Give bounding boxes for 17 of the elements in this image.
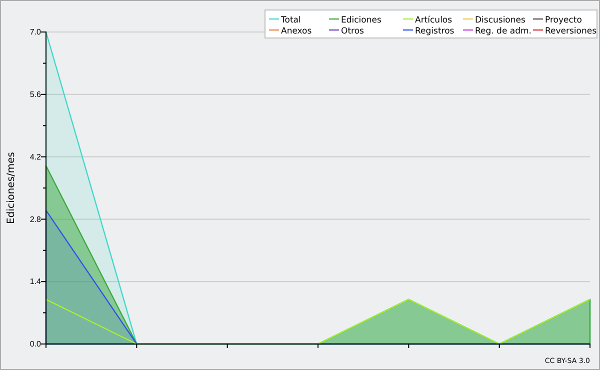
legend-label: Artículos — [415, 16, 453, 26]
legend-label: Reversiones — [545, 26, 598, 36]
y-tick-label: 7.0 — [30, 28, 42, 37]
y-tick-label: 1.4 — [30, 277, 42, 286]
y-tick-label: 2.8 — [30, 214, 42, 224]
legend-label: Proyecto — [545, 16, 582, 26]
y-tick-label: 0.0 — [30, 340, 42, 349]
legend-label: Otros — [341, 26, 365, 36]
legend-label: Discusiones — [475, 16, 526, 26]
y-tick-label: 5.6 — [30, 90, 42, 99]
legend-label: Registros — [415, 26, 455, 36]
legend-label: Reg. de adm. — [475, 26, 532, 36]
y-tick-label: 4.2 — [30, 152, 42, 162]
y-axis-title: Ediciones/mes — [6, 152, 17, 224]
legend-label: Ediciones — [341, 16, 382, 26]
legend-label: Anexos — [281, 26, 312, 36]
legend-label: Total — [280, 16, 301, 26]
